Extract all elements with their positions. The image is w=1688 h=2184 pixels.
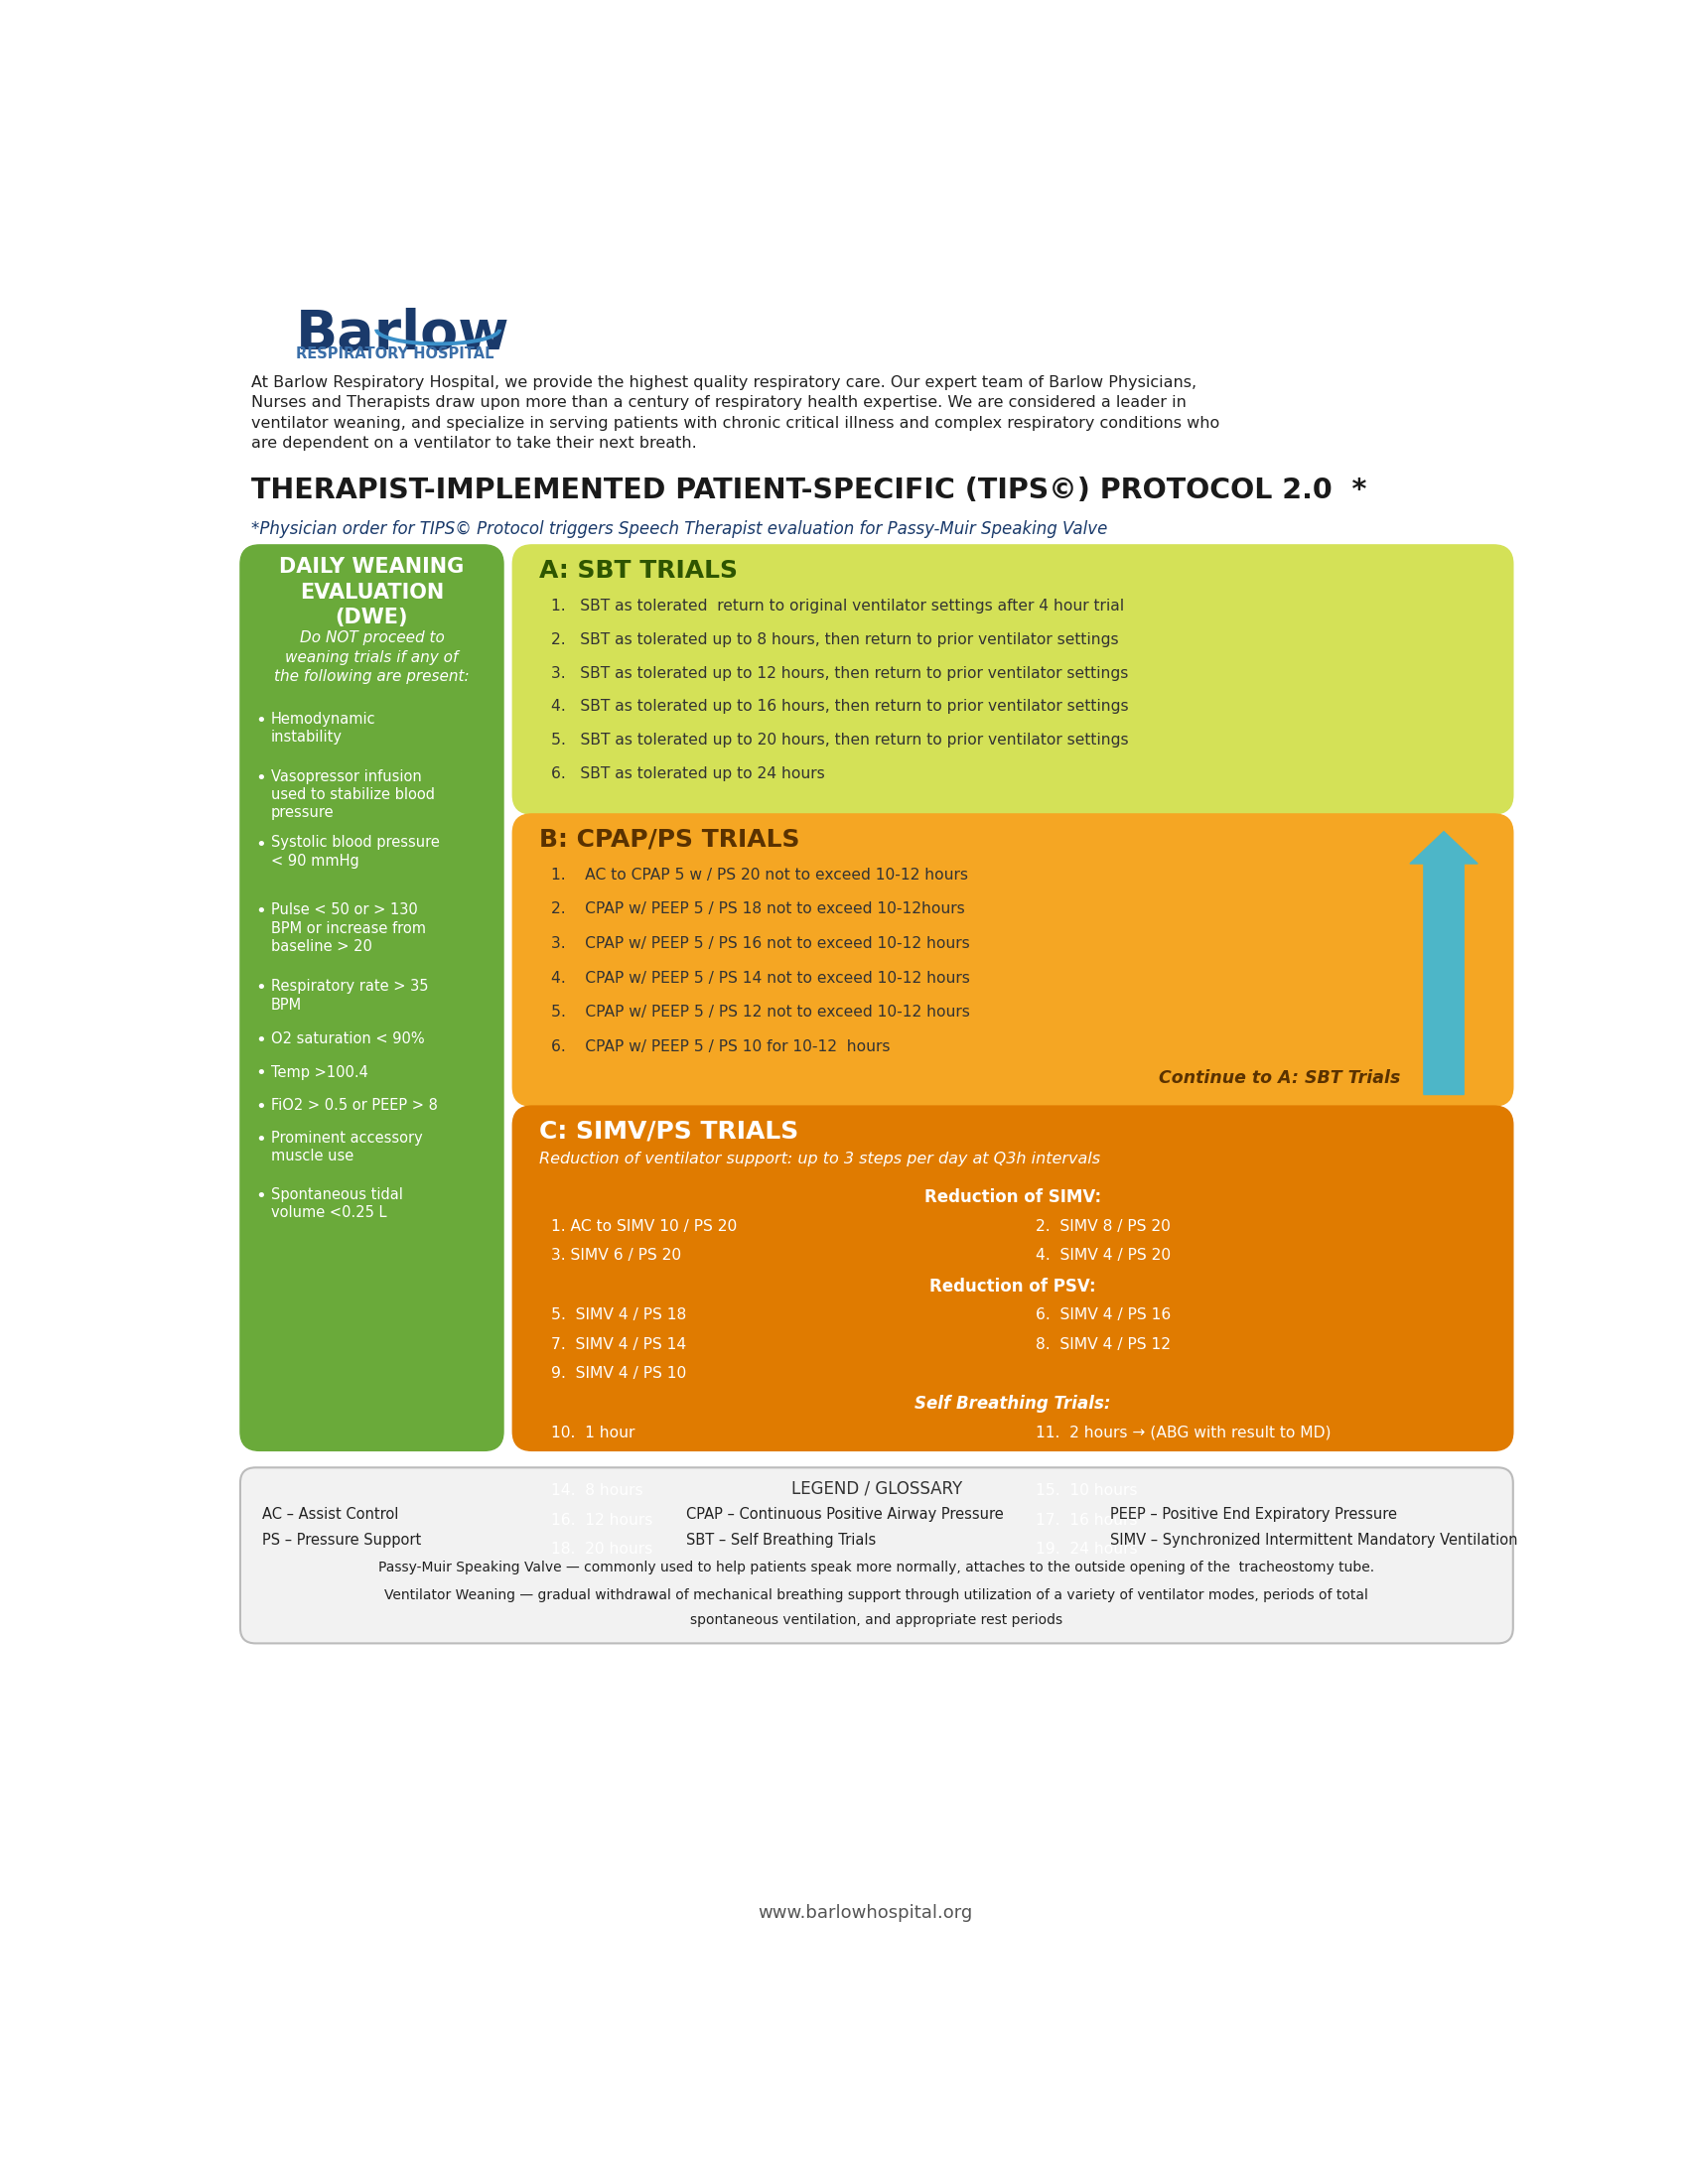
Text: 18.  20 hours: 18. 20 hours bbox=[550, 1542, 653, 1557]
FancyBboxPatch shape bbox=[513, 1105, 1512, 1450]
Text: 2.   SBT as tolerated up to 8 hours, then return to prior ventilator settings: 2. SBT as tolerated up to 8 hours, then … bbox=[550, 631, 1119, 646]
Text: 13.  6 hours: 13. 6 hours bbox=[1036, 1455, 1128, 1470]
Text: •: • bbox=[255, 1186, 267, 1206]
Text: Prominent accessory
muscle use: Prominent accessory muscle use bbox=[272, 1131, 422, 1164]
Text: Vasopressor infusion
used to stabilize blood
pressure: Vasopressor infusion used to stabilize b… bbox=[272, 769, 436, 821]
Text: •: • bbox=[255, 1066, 267, 1083]
Text: Reduction of SIMV:: Reduction of SIMV: bbox=[925, 1188, 1101, 1206]
Text: Do NOT proceed to
weaning trials if any of
the following are present:: Do NOT proceed to weaning trials if any … bbox=[273, 631, 469, 684]
FancyBboxPatch shape bbox=[513, 815, 1512, 1105]
Text: A: SBT TRIALS: A: SBT TRIALS bbox=[540, 559, 738, 583]
Text: 1. AC to SIMV 10 / PS 20: 1. AC to SIMV 10 / PS 20 bbox=[550, 1219, 738, 1234]
Text: •: • bbox=[255, 902, 267, 919]
Text: •: • bbox=[255, 1099, 267, 1116]
Text: At Barlow Respiratory Hospital, we provide the highest quality respiratory care.: At Barlow Respiratory Hospital, we provi… bbox=[252, 376, 1219, 450]
FancyBboxPatch shape bbox=[240, 1468, 1512, 1642]
Text: 6.   SBT as tolerated up to 24 hours: 6. SBT as tolerated up to 24 hours bbox=[550, 767, 825, 782]
Text: •: • bbox=[255, 712, 267, 729]
Text: Spontaneous tidal
volume <0.25 L: Spontaneous tidal volume <0.25 L bbox=[272, 1186, 403, 1221]
Text: 19.  24 hours: 19. 24 hours bbox=[1036, 1542, 1138, 1557]
Text: 11.  2 hours → (ABG with result to MD): 11. 2 hours → (ABG with result to MD) bbox=[1036, 1426, 1332, 1441]
Text: 4.    CPAP w/ PEEP 5 / PS 14 not to exceed 10-12 hours: 4. CPAP w/ PEEP 5 / PS 14 not to exceed … bbox=[550, 970, 971, 985]
Text: 2.  SIMV 8 / PS 20: 2. SIMV 8 / PS 20 bbox=[1036, 1219, 1171, 1234]
Text: 1.   SBT as tolerated  return to original ventilator settings after 4 hour trial: 1. SBT as tolerated return to original v… bbox=[550, 598, 1124, 614]
Text: •: • bbox=[255, 1131, 267, 1149]
Text: 1.    AC to CPAP 5 w / PS 20 not to exceed 10-12 hours: 1. AC to CPAP 5 w / PS 20 not to exceed … bbox=[550, 867, 969, 882]
Text: AC – Assist Control: AC – Assist Control bbox=[262, 1507, 398, 1522]
Text: •: • bbox=[255, 769, 267, 786]
Text: Continue to A: SBT Trials: Continue to A: SBT Trials bbox=[1160, 1068, 1401, 1088]
Text: Systolic blood pressure
< 90 mmHg: Systolic blood pressure < 90 mmHg bbox=[272, 834, 439, 869]
Text: THERAPIST-IMPLEMENTED PATIENT-SPECIFIC (TIPS©) PROTOCOL 2.0  *: THERAPIST-IMPLEMENTED PATIENT-SPECIFIC (… bbox=[252, 476, 1367, 505]
FancyBboxPatch shape bbox=[240, 544, 503, 1450]
Text: 3.   SBT as tolerated up to 12 hours, then return to prior ventilator settings: 3. SBT as tolerated up to 12 hours, then… bbox=[550, 666, 1128, 681]
Text: Barlow: Barlow bbox=[295, 308, 510, 363]
Text: www.barlowhospital.org: www.barlowhospital.org bbox=[758, 1904, 972, 1922]
Text: *Physician order for TIPS© Protocol triggers Speech Therapist evaluation for Pas: *Physician order for TIPS© Protocol trig… bbox=[252, 520, 1107, 537]
Text: Passy-Muir Speaking Valve — commonly used to help patients speak more normally, : Passy-Muir Speaking Valve — commonly use… bbox=[378, 1562, 1374, 1575]
Text: 2.    CPAP w/ PEEP 5 / PS 18 not to exceed 10-12hours: 2. CPAP w/ PEEP 5 / PS 18 not to exceed … bbox=[550, 902, 966, 917]
Text: 8.  SIMV 4 / PS 12: 8. SIMV 4 / PS 12 bbox=[1036, 1337, 1171, 1352]
Text: 7.  SIMV 4 / PS 14: 7. SIMV 4 / PS 14 bbox=[550, 1337, 687, 1352]
Text: DAILY WEANING
EVALUATION
(DWE): DAILY WEANING EVALUATION (DWE) bbox=[280, 557, 464, 627]
Text: PEEP – Positive End Expiratory Pressure: PEEP – Positive End Expiratory Pressure bbox=[1111, 1507, 1398, 1522]
Text: •: • bbox=[255, 978, 267, 996]
Text: •: • bbox=[255, 1031, 267, 1048]
Text: CPAP – Continuous Positive Airway Pressure: CPAP – Continuous Positive Airway Pressu… bbox=[685, 1507, 1004, 1522]
Text: LEGEND / GLOSSARY: LEGEND / GLOSSARY bbox=[792, 1481, 962, 1498]
Text: 15.  10 hours: 15. 10 hours bbox=[1036, 1483, 1138, 1498]
Text: Respiratory rate > 35
BPM: Respiratory rate > 35 BPM bbox=[272, 978, 429, 1011]
Text: 3. SIMV 6 / PS 20: 3. SIMV 6 / PS 20 bbox=[550, 1249, 682, 1262]
Text: Reduction of PSV:: Reduction of PSV: bbox=[930, 1278, 1096, 1295]
Text: Pulse < 50 or > 130
BPM or increase from
baseline > 20: Pulse < 50 or > 130 BPM or increase from… bbox=[272, 902, 425, 954]
Text: 12.  4 hours: 12. 4 hours bbox=[550, 1455, 643, 1470]
Text: Ventilator Weaning — gradual withdrawal of mechanical breathing support through : Ventilator Weaning — gradual withdrawal … bbox=[385, 1588, 1369, 1603]
Text: Reduction of ventilator support: up to 3 steps per day at Q3h intervals: Reduction of ventilator support: up to 3… bbox=[540, 1151, 1101, 1166]
Text: 6.  SIMV 4 / PS 16: 6. SIMV 4 / PS 16 bbox=[1036, 1308, 1171, 1324]
Text: 5.    CPAP w/ PEEP 5 / PS 12 not to exceed 10-12 hours: 5. CPAP w/ PEEP 5 / PS 12 not to exceed … bbox=[550, 1005, 971, 1020]
Text: Hemodynamic
instability: Hemodynamic instability bbox=[272, 712, 376, 745]
Text: C: SIMV/PS TRIALS: C: SIMV/PS TRIALS bbox=[540, 1120, 798, 1144]
Text: spontaneous ventilation, and appropriate rest periods: spontaneous ventilation, and appropriate… bbox=[690, 1612, 1063, 1627]
Text: 5.   SBT as tolerated up to 20 hours, then return to prior ventilator settings: 5. SBT as tolerated up to 20 hours, then… bbox=[550, 734, 1129, 747]
Text: 3.    CPAP w/ PEEP 5 / PS 16 not to exceed 10-12 hours: 3. CPAP w/ PEEP 5 / PS 16 not to exceed … bbox=[550, 937, 971, 952]
Text: 16.  12 hours: 16. 12 hours bbox=[550, 1514, 653, 1527]
Text: FiO2 > 0.5 or PEEP > 8: FiO2 > 0.5 or PEEP > 8 bbox=[272, 1099, 437, 1112]
Text: SBT – Self Breathing Trials: SBT – Self Breathing Trials bbox=[685, 1533, 876, 1548]
Text: 4.  SIMV 4 / PS 20: 4. SIMV 4 / PS 20 bbox=[1036, 1249, 1171, 1262]
Text: Temp >100.4: Temp >100.4 bbox=[272, 1066, 368, 1079]
Text: RESPIRATORY HOSPITAL: RESPIRATORY HOSPITAL bbox=[295, 345, 493, 360]
Text: 6.    CPAP w/ PEEP 5 / PS 10 for 10-12  hours: 6. CPAP w/ PEEP 5 / PS 10 for 10-12 hour… bbox=[550, 1040, 890, 1055]
Text: 9.  SIMV 4 / PS 10: 9. SIMV 4 / PS 10 bbox=[550, 1365, 687, 1380]
Text: B: CPAP/PS TRIALS: B: CPAP/PS TRIALS bbox=[540, 828, 800, 852]
Text: 14.  8 hours: 14. 8 hours bbox=[550, 1483, 643, 1498]
Text: •: • bbox=[255, 834, 267, 854]
Text: 17.  16 hours: 17. 16 hours bbox=[1036, 1514, 1138, 1527]
Text: SIMV – Synchronized Intermittent Mandatory Ventilation: SIMV – Synchronized Intermittent Mandato… bbox=[1111, 1533, 1518, 1548]
Text: 10.  1 hour: 10. 1 hour bbox=[550, 1426, 635, 1441]
Text: 4.   SBT as tolerated up to 16 hours, then return to prior ventilator settings: 4. SBT as tolerated up to 16 hours, then… bbox=[550, 699, 1129, 714]
Text: Self Breathing Trials:: Self Breathing Trials: bbox=[915, 1396, 1111, 1413]
Text: PS – Pressure Support: PS – Pressure Support bbox=[262, 1533, 420, 1548]
FancyBboxPatch shape bbox=[513, 544, 1512, 815]
Text: O2 saturation < 90%: O2 saturation < 90% bbox=[272, 1031, 425, 1046]
Text: 5.  SIMV 4 / PS 18: 5. SIMV 4 / PS 18 bbox=[550, 1308, 687, 1324]
FancyArrow shape bbox=[1409, 832, 1477, 1094]
